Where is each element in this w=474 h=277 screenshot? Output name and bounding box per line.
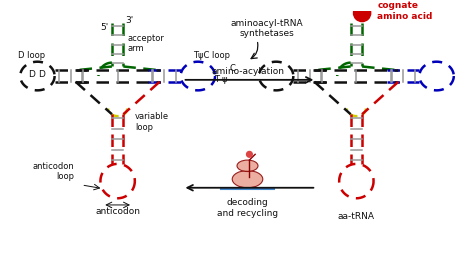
Text: TψC loop: TψC loop xyxy=(193,50,230,60)
Text: aa-tRNA: aa-tRNA xyxy=(338,212,375,220)
Circle shape xyxy=(246,152,252,157)
Text: aminoacyl-tRNA
synthetases: aminoacyl-tRNA synthetases xyxy=(230,19,303,38)
Text: 5': 5' xyxy=(100,23,108,32)
Text: decoding
and recycling: decoding and recycling xyxy=(217,198,278,218)
Text: acceptor
arm: acceptor arm xyxy=(127,34,164,53)
Text: 3': 3' xyxy=(125,16,134,25)
Text: anticodon: anticodon xyxy=(95,207,140,216)
Text: anticodon
loop: anticodon loop xyxy=(33,162,75,181)
Text: T: T xyxy=(214,75,219,84)
Text: variable
loop: variable loop xyxy=(135,112,169,132)
Text: C: C xyxy=(229,64,235,73)
Text: ψ: ψ xyxy=(222,75,228,84)
Text: D: D xyxy=(38,70,45,79)
Text: cognate
amino acid: cognate amino acid xyxy=(377,1,433,21)
Ellipse shape xyxy=(237,160,258,171)
Text: amino-acylation: amino-acylation xyxy=(211,67,284,76)
Circle shape xyxy=(354,4,371,22)
Text: D: D xyxy=(28,70,35,79)
Text: D loop: D loop xyxy=(18,50,46,60)
Ellipse shape xyxy=(232,171,263,188)
